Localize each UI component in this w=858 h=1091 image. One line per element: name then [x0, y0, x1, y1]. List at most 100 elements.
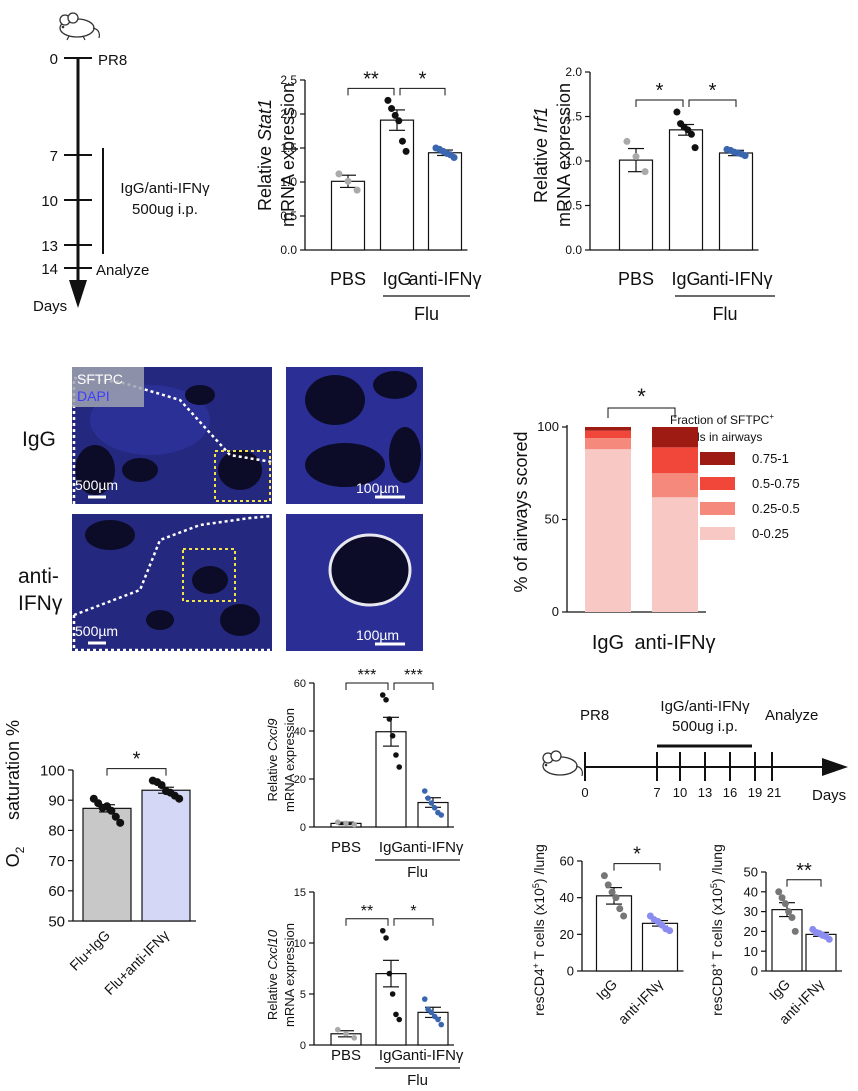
analyze-label: Analyze	[765, 707, 818, 724]
y-tick-label: 20	[294, 774, 306, 786]
chart-cxcl10: Relative Cxcl10 mRNA expression 0 5 10 15 PB…	[265, 887, 464, 1089]
stain-label-sftpc: SFTPC	[77, 371, 123, 387]
timeline-b: PR8 IgG/anti-IFNγ 500ug i.p. Analyze 0 7…	[542, 698, 848, 804]
data-point	[107, 806, 116, 815]
days-axis-label: Days	[812, 787, 846, 804]
data-point	[351, 821, 358, 828]
chart-airways: % of airways scored Fraction of SFTPC+ c…	[511, 384, 800, 654]
y-tick-label: 40	[744, 884, 758, 899]
data-point	[616, 905, 624, 913]
stacked-bar-segment	[585, 438, 631, 450]
y-tick-label: 1.0	[280, 175, 297, 189]
y-axis-label: resCD8+ T cells (x105) /lung	[709, 844, 725, 1016]
tick-label: 7	[653, 785, 660, 800]
data-point	[396, 764, 403, 770]
stacked-bar-segment	[585, 427, 631, 431]
legend-label: 0.75-1	[752, 451, 789, 466]
data-point	[398, 137, 406, 145]
y-axis-label: O2	[3, 846, 27, 867]
y-tick-label: 5	[300, 989, 306, 1001]
significance-label: **	[796, 860, 812, 882]
category-label: IgG	[766, 976, 793, 1003]
micrograph-igg-overview: SFTPC DAPI 500µm	[72, 367, 273, 504]
y-axis-label: mRNA expression	[278, 83, 298, 227]
y-tick-label: 20	[744, 924, 758, 939]
data-point	[383, 935, 389, 941]
data-point	[384, 96, 392, 104]
data-point	[343, 1030, 349, 1037]
chart-plot: 0 20 40 60 PBS IgG anti-IFNγ Flu *** ***	[294, 667, 464, 881]
data-point	[379, 927, 386, 934]
category-label: anti-IFNγ	[408, 269, 481, 289]
data-point	[450, 154, 458, 162]
y-axis-label: Relative Cxcl9	[265, 718, 280, 801]
bar	[618, 159, 654, 251]
data-point	[825, 935, 833, 943]
bar	[379, 119, 415, 251]
y-tick-label: 60	[294, 678, 306, 690]
y-tick-label: 0	[567, 964, 574, 979]
category-label: anti-IFNγ	[699, 269, 772, 289]
data-point	[687, 130, 695, 138]
significance-bracket	[106, 768, 167, 776]
data-point	[788, 914, 796, 922]
data-point	[620, 912, 628, 920]
data-point	[791, 927, 799, 935]
data-point	[785, 908, 793, 916]
day-label: 10	[41, 193, 58, 210]
data-point	[421, 788, 428, 794]
y-tick-label: 2.0	[280, 107, 297, 121]
data-point	[632, 153, 640, 161]
days-axis-label: Days	[33, 298, 67, 315]
data-point	[604, 881, 612, 889]
y-axis-label: Relative Irf1	[531, 107, 551, 203]
category-label: anti-IFNγ	[403, 1047, 464, 1064]
category-label: IgG	[671, 269, 700, 289]
significance-bracket	[786, 879, 822, 887]
day-label: 0	[50, 51, 58, 68]
data-point	[393, 1011, 399, 1018]
data-point	[379, 692, 386, 698]
data-point	[641, 168, 649, 176]
legend-label: 0-0.25	[752, 526, 789, 541]
category-label: IgG	[593, 976, 620, 1003]
y-tick-label: 50	[48, 913, 65, 930]
mouse-icon	[59, 12, 100, 41]
timeline-arrow-icon	[69, 280, 87, 308]
category-label: IgG	[379, 839, 403, 856]
dose-label: 500ug i.p.	[132, 201, 198, 218]
significance-label: *	[133, 749, 141, 771]
stacked-bar-segment	[652, 447, 698, 474]
tick-label: 13	[698, 785, 712, 800]
data-point	[116, 818, 125, 827]
y-axis-label: mRNA expression	[282, 923, 297, 1027]
data-point	[393, 752, 399, 758]
legend-label: 0.25-0.5	[752, 501, 800, 516]
data-point	[425, 795, 431, 801]
significance-label: *	[419, 68, 427, 90]
stacked-bar-segment	[652, 427, 698, 448]
y-tick-label: 60	[560, 854, 574, 869]
chart-irf1: Relative Irf1 mRNA expression 0.0 0.5 1.0 1…	[531, 65, 775, 324]
tick-label: 10	[673, 785, 687, 800]
y-tick-label: 0.0	[280, 243, 297, 257]
category-label: anti-IFNγ	[634, 632, 715, 654]
chart-cxcl9: Relative Cxcl9 mRNA expression 0 20 40 60 PB…	[265, 667, 464, 881]
stacked-bar-segment	[585, 449, 631, 612]
y-tick-label: 20	[560, 927, 574, 942]
significance-label: *	[637, 384, 646, 409]
stacked-bar-segment	[652, 473, 698, 498]
significance-bracket	[347, 87, 395, 96]
significance-label: **	[361, 903, 373, 920]
y-tick-label: 1.5	[565, 110, 582, 124]
data-point	[781, 900, 789, 908]
data-point	[343, 820, 349, 827]
stacked-bar-segment	[652, 497, 698, 612]
group-label: Flu	[414, 304, 439, 324]
data-point	[344, 177, 352, 185]
y-axis-label: % of airways scored	[511, 431, 531, 592]
row-label-igg: IgG	[22, 428, 56, 451]
significance-bracket	[607, 407, 676, 418]
